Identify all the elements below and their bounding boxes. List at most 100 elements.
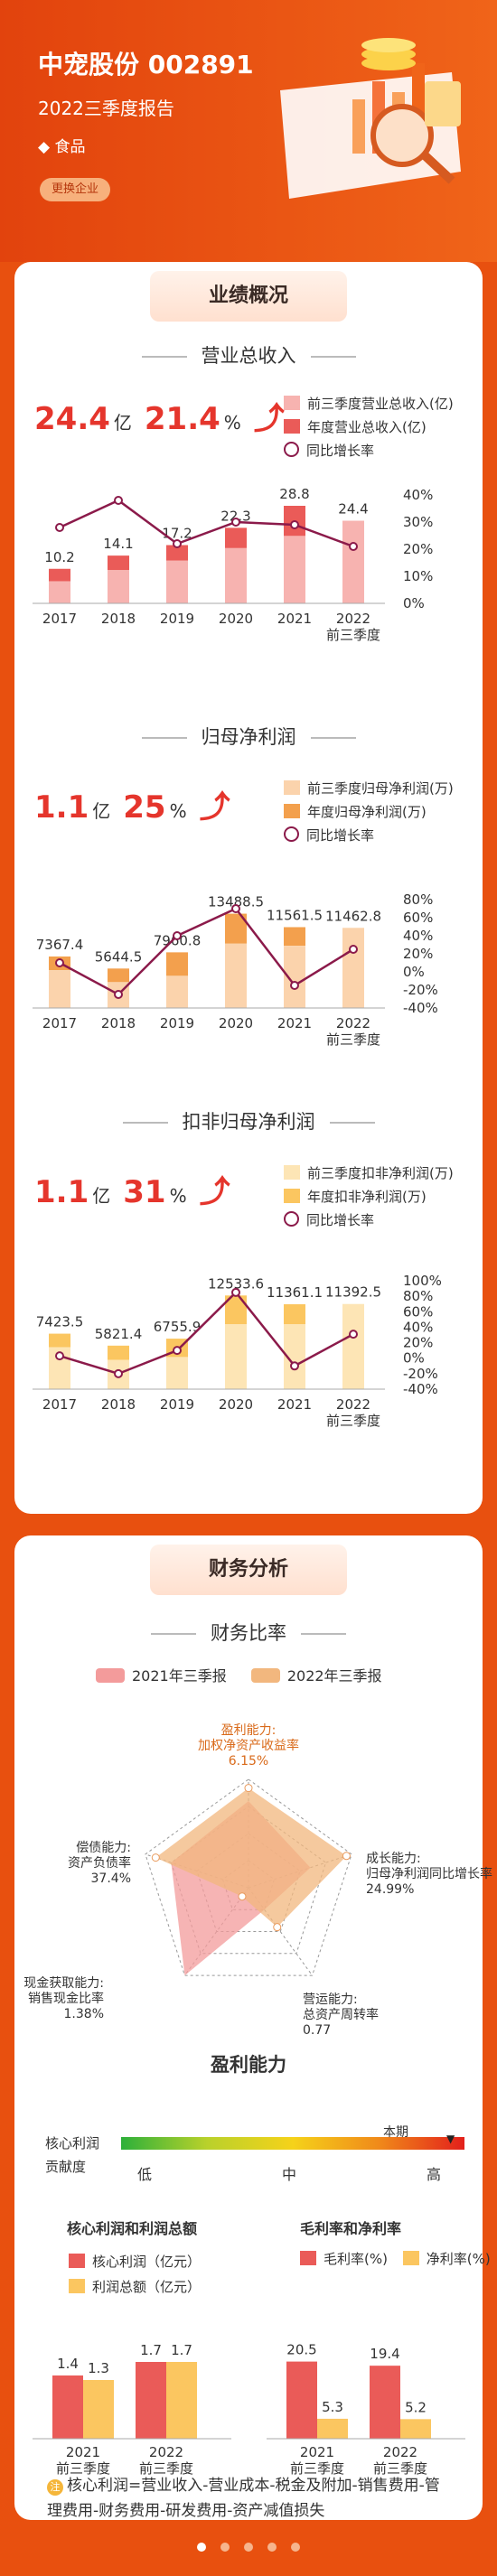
bar (83, 2380, 114, 2439)
radar-point (273, 1923, 282, 1932)
current-marker-icon: ▼ (446, 2133, 455, 2145)
growth-point (173, 539, 182, 548)
page-dot[interactable] (267, 2543, 277, 2552)
legend-item: 年度扣非净利润(万) (284, 1187, 454, 1210)
legend-item: 年度归母净利润(万) (284, 802, 454, 826)
profit-kpi-unit: 亿 (92, 800, 111, 822)
finance-card: 财务分析 财务比率 2021年三季报 2022年三季报 盈利能力: 加权净资产收益… (14, 1535, 492, 2520)
footnote: 注核心利润=营业收入-营业成本-税金及附加-销售费用-管理费用-财务费用-研发费… (47, 2477, 440, 2520)
growth-point (349, 945, 358, 954)
radar-point (342, 1852, 351, 1861)
radar-axis-value: 24.99% (366, 1882, 414, 1897)
switch-company-button[interactable]: 更换企业 (40, 178, 110, 201)
x-tick-label: 前三季度 (139, 2460, 193, 2477)
x-tick-label: 2022 (336, 611, 370, 627)
radar-axis-value: 1.38% (64, 2007, 104, 2021)
data-label: 6755.9 (154, 1319, 202, 1335)
report-subtitle: 2022三季度报告 (38, 98, 174, 119)
radar-point (151, 1853, 160, 1862)
finance-title: 财务分析 (150, 1545, 347, 1595)
radar-axis-label: 总资产周转率 (303, 2007, 379, 2022)
deducted-kpi-value: 1.1 (34, 1174, 89, 1210)
data-label: 20.5 (286, 2342, 316, 2358)
growth-point (349, 542, 358, 551)
growth-point (349, 1330, 358, 1339)
scale-high: 高 (427, 2166, 442, 2183)
deducted-kpi-growth: 31 (123, 1174, 166, 1210)
growth-point (114, 990, 123, 999)
x-tick-label: 前三季度 (326, 1031, 380, 1048)
q3-bar (166, 1357, 188, 1389)
x-tick-label: 前三季度 (56, 2460, 110, 2477)
growth-point (231, 1287, 240, 1297)
y2-tick-label: 40% (403, 928, 433, 944)
data-label: 19.4 (370, 2346, 399, 2362)
ratio-title: 财务比率 (14, 1619, 483, 1646)
y2-tick-label: -40% (403, 1000, 438, 1016)
y2-tick-label: 20% (403, 541, 433, 557)
data-label: 5.3 (322, 2399, 343, 2415)
page-dot[interactable] (244, 2543, 253, 2552)
y2-tick-label: -40% (403, 1381, 438, 1397)
data-label: 7367.4 (36, 937, 84, 953)
bar (136, 2362, 166, 2439)
radar-2022 (155, 1787, 347, 1927)
x-tick-label: 2020 (219, 611, 253, 627)
legend-item: 同比增长率 (284, 826, 454, 849)
y2-tick-label: 100% (403, 1273, 442, 1289)
growth-line (59, 907, 354, 996)
y2-tick-label: 0% (403, 964, 425, 980)
data-label: 10.2 (44, 549, 74, 565)
growth-point (290, 981, 299, 990)
q3-bar (166, 975, 188, 1008)
legend-item: 前三季度归母净利润(万) (284, 779, 454, 802)
data-label: 24.4 (338, 501, 368, 518)
y2-tick-label: 30% (403, 514, 433, 530)
note-icon: 注 (47, 2479, 63, 2496)
q3-bar (225, 943, 247, 1008)
x-tick-label: 2021 (66, 2444, 100, 2460)
q3-bar (342, 520, 364, 603)
revenue-kpi: 24.4 亿 21.4% ⤴ (34, 394, 285, 438)
x-tick-label: 前三季度 (326, 627, 380, 643)
annual-bar (166, 545, 188, 561)
x-tick-label: 2018 (101, 1396, 136, 1413)
page-dot[interactable] (220, 2543, 230, 2552)
radar-axis-label: 营运能力: (303, 1993, 358, 2007)
radar-axis-label: 偿债能力: (76, 1841, 131, 1855)
deducted-kpi-unit: 亿 (92, 1185, 111, 1207)
radar-axis-value: 37.4% (91, 1871, 131, 1886)
q3-bar (49, 581, 70, 603)
legend-2022: 2022年三季报 (286, 1667, 382, 1685)
q3-bar (108, 570, 129, 603)
radar-point (238, 1892, 247, 1901)
scale-low: 低 (137, 2166, 153, 2183)
up-arrow-icon: ⤴ (253, 401, 285, 437)
x-tick-label: 2019 (160, 1396, 194, 1413)
profit-kpi: 1.1 亿 25% ⤴ (34, 782, 230, 826)
x-tick-label: 2018 (101, 611, 136, 627)
current-period-label: 本期 (383, 2125, 408, 2140)
radar-axis-value: 6.15% (229, 1754, 268, 1769)
page-dot[interactable] (197, 2543, 206, 2552)
profit-kpi-growth-unit: % (169, 800, 187, 822)
margin-title: 毛利率和净利率 (300, 2220, 402, 2237)
y2-tick-label: 20% (403, 946, 433, 962)
core-contrib-label: 核心利润 贡献度 (45, 2135, 100, 2175)
y2-tick-label: 0% (403, 1350, 425, 1367)
x-tick-label: 前三季度 (326, 1413, 380, 1429)
data-label: 11561.5 (267, 907, 323, 923)
deducted-kpi-growth-unit: % (169, 1185, 187, 1207)
growth-point (55, 958, 64, 967)
page-dot[interactable] (291, 2543, 300, 2552)
revenue-title: 营业总收入 (14, 341, 483, 369)
legend-item: 同比增长率 (284, 1210, 454, 1234)
core-legend: 核心利润（亿元） 利润总额（亿元） (69, 2249, 201, 2300)
radar-axis-label: 资产负债率 (68, 1855, 131, 1871)
radar-axis-label: 现金获取能力: (23, 1976, 104, 1991)
up-arrow-icon: ⤴ (199, 1174, 230, 1210)
growth-point (290, 520, 299, 529)
y2-tick-label: 40% (403, 1319, 433, 1335)
growth-line (59, 499, 354, 548)
